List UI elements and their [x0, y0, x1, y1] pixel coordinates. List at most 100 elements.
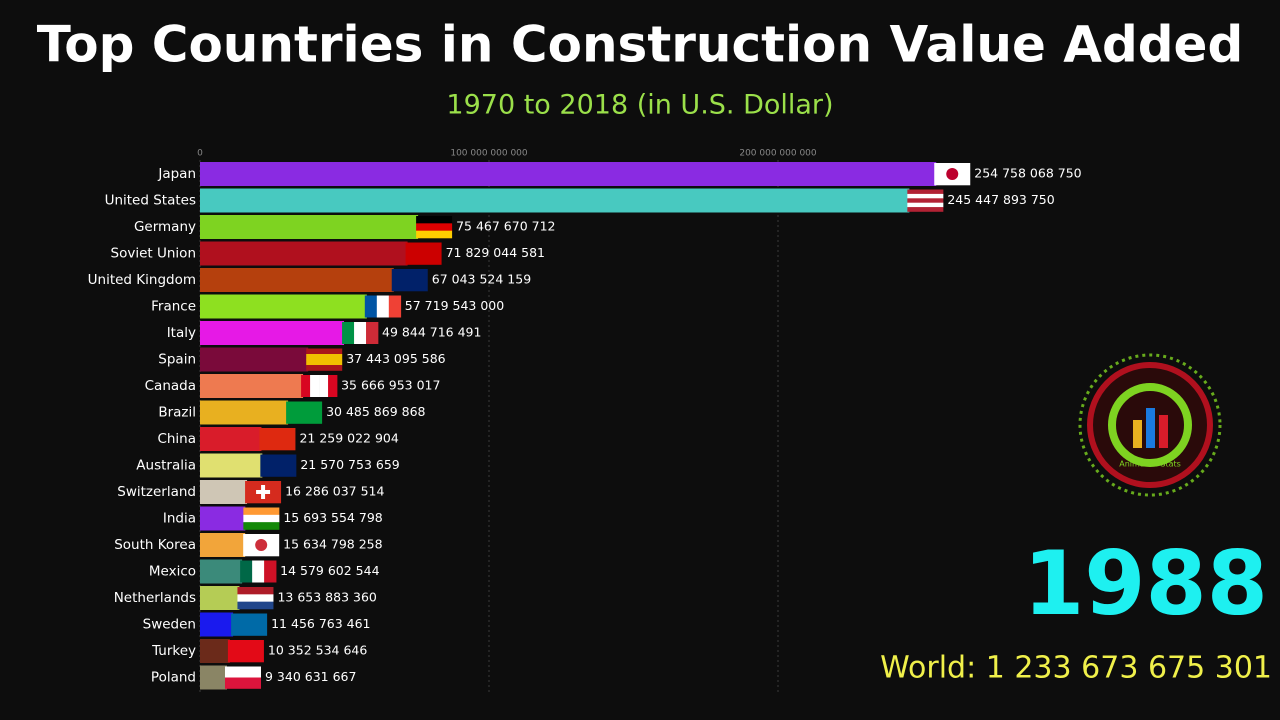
logo-bar [1146, 408, 1155, 448]
flag-stripe [243, 514, 280, 523]
value-label: 16 286 037 514 [285, 484, 384, 499]
flag-stripe [224, 677, 261, 689]
value-label: 35 666 953 017 [341, 378, 440, 393]
value-label: 13 653 883 360 [277, 590, 376, 605]
flag-stripe [366, 322, 379, 344]
category-label: United Kingdom [88, 272, 196, 288]
value-label: 49 844 716 491 [382, 325, 481, 340]
bar [200, 586, 240, 610]
flag-stripe [259, 428, 296, 451]
value-label: 15 693 554 798 [283, 510, 382, 525]
category-label: Australia [136, 458, 196, 474]
flag-stripe [907, 202, 944, 208]
flag [245, 481, 282, 504]
flag [240, 560, 277, 583]
category-label: Mexico [149, 564, 196, 580]
flag-stripe [237, 601, 274, 610]
flag [364, 295, 402, 318]
category-label: Italy [167, 325, 196, 341]
flag-stripe [240, 560, 253, 583]
logo-bar [1159, 415, 1168, 448]
bar [200, 533, 246, 557]
bar [200, 268, 394, 292]
value-label: 9 340 631 667 [265, 669, 356, 684]
value-label: 75 467 670 712 [456, 219, 555, 234]
bar [200, 400, 289, 425]
flag-emblem [946, 168, 959, 180]
flag-stripe [907, 207, 944, 212]
value-label: 71 829 044 581 [446, 245, 545, 260]
logo-bar [1133, 420, 1142, 448]
flag-stripe [286, 401, 323, 424]
flag-stripe [231, 613, 268, 636]
bar [200, 294, 367, 319]
category-label: China [157, 431, 196, 447]
category-label: Spain [158, 352, 196, 368]
flag-stripe [376, 295, 390, 318]
flag [237, 587, 274, 610]
flag-stripe [907, 198, 944, 203]
flag [286, 401, 323, 424]
bar [200, 612, 234, 637]
category-label: United States [105, 193, 196, 209]
flag [243, 534, 280, 557]
flag [416, 216, 453, 239]
flag-stripe [306, 348, 343, 355]
category-label: South Korea [114, 537, 196, 553]
flag [907, 189, 944, 212]
flag-stripe [310, 375, 320, 397]
flag-stripe [907, 193, 944, 199]
flag [259, 428, 296, 451]
flag-stripe [416, 216, 453, 224]
value-label: 10 352 534 646 [268, 643, 367, 658]
category-label: Brazil [158, 405, 196, 421]
flag-stripe [342, 322, 355, 344]
chart-title: Top Countries in Construction Value Adde… [37, 16, 1244, 74]
flag [224, 666, 261, 689]
logo-inner [1108, 383, 1192, 467]
flag-stripe [388, 295, 402, 318]
bar [200, 215, 419, 239]
category-label: Switzerland [117, 484, 196, 500]
bar [200, 427, 262, 451]
category-label: Turkey [151, 643, 196, 659]
flag [227, 640, 264, 663]
chart-subtitle: 1970 to 2018 (in U.S. Dollar) [446, 90, 833, 121]
category-label: Sweden [143, 617, 196, 633]
bar [200, 241, 408, 266]
logo: Animated Stats [1078, 353, 1222, 497]
bar [200, 559, 243, 584]
value-label: 14 579 602 544 [280, 563, 379, 578]
value-label: 30 485 869 868 [326, 404, 425, 419]
flag-stripe [306, 354, 343, 360]
x-tick-label: 200 000 000 000 [739, 149, 817, 159]
value-label: 37 443 095 586 [346, 351, 445, 366]
flag-stripe [260, 454, 297, 477]
flag-emblem [256, 485, 271, 499]
flag-stripe [405, 242, 442, 265]
flag-stripe [306, 365, 343, 371]
flag [231, 613, 268, 636]
value-label: 67 043 524 159 [432, 272, 531, 287]
flag-stripe [237, 594, 274, 602]
flag [405, 242, 442, 265]
flag-stripe [224, 666, 261, 678]
bar [200, 347, 309, 372]
flag [391, 269, 428, 292]
category-label: Canada [145, 378, 196, 394]
flag-stripe [301, 375, 311, 397]
value-label: 15 634 798 258 [283, 537, 382, 552]
flag-stripe [264, 560, 277, 583]
flag-stripe [227, 640, 264, 663]
flag-stripe [416, 230, 453, 239]
category-label: France [151, 299, 196, 315]
bar [200, 506, 246, 531]
flag [306, 348, 343, 371]
logo-ring [1078, 353, 1222, 497]
flag-stripe [252, 560, 265, 583]
bar [200, 665, 227, 690]
flag-stripe [354, 322, 367, 344]
value-label: 11 456 763 461 [271, 616, 370, 631]
